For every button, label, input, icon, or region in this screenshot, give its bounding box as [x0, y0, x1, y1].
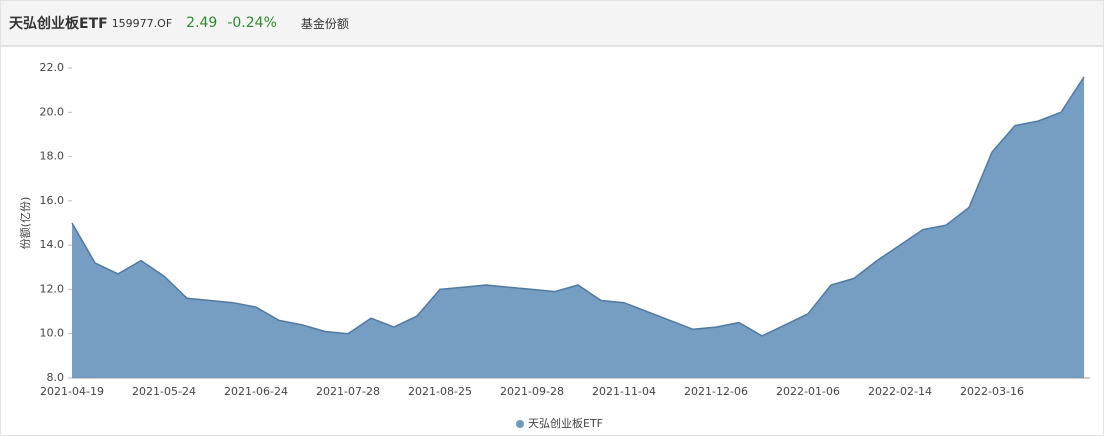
x-tick-label: 2021-06-24	[224, 385, 288, 398]
y-tick-label: 10.0	[40, 327, 65, 340]
tab[interactable]: 基金份额	[300, 16, 349, 31]
price: 2.49	[186, 15, 218, 31]
legend-marker	[516, 420, 524, 428]
x-tick-label: 2021-08-25	[408, 385, 472, 398]
x-tick-label: 2021-04-19	[40, 385, 104, 398]
y-axis-label: 份额(亿份)	[19, 197, 32, 250]
legend-label: 天弘创业板ETF	[528, 416, 603, 430]
x-tick-label: 2021-11-04	[592, 385, 656, 398]
y-tick-label: 12.0	[40, 282, 65, 295]
header: 天弘创业板ETF 159977.OF 2.49 -0.24% 基金份额	[0, 0, 1104, 46]
x-tick-label: 2022-01-06	[776, 385, 840, 398]
x-tick-label: 2021-12-06	[684, 385, 748, 398]
change: -0.24%	[227, 15, 277, 31]
x-tick-label: 2022-03-16	[960, 385, 1024, 398]
line	[71, 76, 1085, 337]
x-tick-label: 2021-07-28	[316, 385, 380, 398]
y-tick-label: 20.0	[40, 105, 65, 118]
x-tick-label: 2022-02-14	[868, 385, 932, 398]
x-tick-label: 2021-09-28	[500, 385, 564, 398]
y-tick-label: 18.0	[40, 150, 65, 163]
y-tick-label: 14.0	[40, 238, 65, 251]
x-tick-label: 2021-05-24	[132, 385, 196, 398]
y-tick-label: 8.0	[47, 371, 65, 384]
fund-code: 159977.OF	[111, 16, 173, 30]
area	[72, 76, 1084, 379]
y-tick-label: 16.0	[40, 194, 65, 207]
y-tick-label: 22.0	[40, 61, 65, 74]
fund-title: 天弘创业板ETF	[9, 16, 108, 32]
